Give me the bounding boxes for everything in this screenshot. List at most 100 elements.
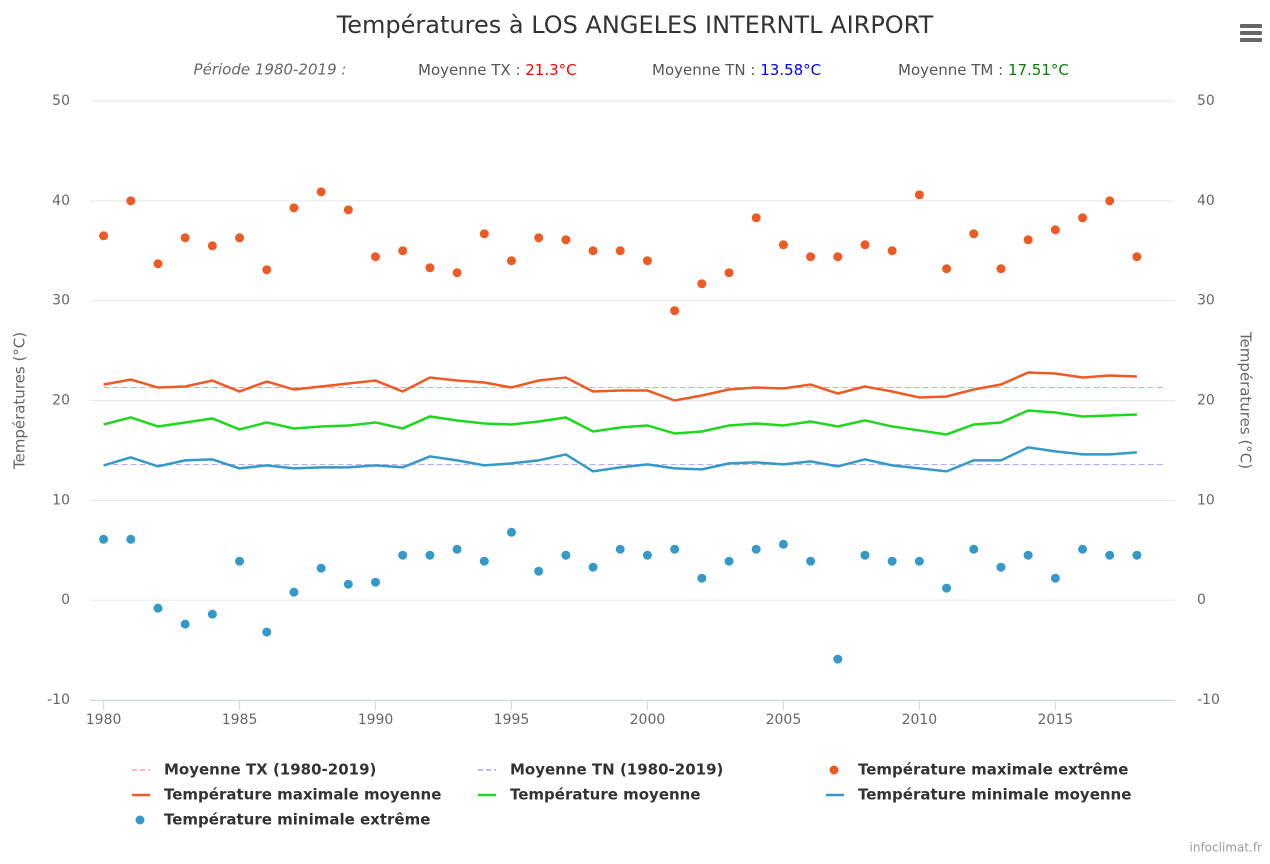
x-tick-label: 1995	[494, 712, 530, 728]
x-tick-label: 2005	[766, 712, 802, 728]
scatter-point	[724, 268, 734, 278]
series-line	[103, 409, 1137, 436]
mean-label: Moyenne TN :	[652, 61, 760, 79]
y-tick-label: 0	[61, 592, 70, 608]
scatter-point	[642, 550, 652, 560]
mean-value: 13.58°C	[760, 61, 821, 79]
mean-value: 17.51°C	[1008, 61, 1069, 79]
scatter-point	[996, 562, 1006, 572]
scatter-point	[371, 252, 381, 262]
y2-tick-label: 50	[1197, 93, 1215, 109]
scatter-point	[670, 306, 680, 316]
legend-label: Température minimale extrême	[164, 811, 430, 829]
scatter-point	[235, 233, 245, 243]
scatter-point	[425, 550, 435, 560]
scatter-point	[207, 241, 217, 251]
scatter-point	[806, 556, 816, 566]
scatter-point	[398, 550, 408, 560]
legend-label: Moyenne TX (1980-2019)	[164, 761, 376, 779]
legend-item[interactable]: Température minimale extrême	[135, 811, 431, 829]
scatter-point	[506, 256, 516, 266]
scatter-point	[1050, 573, 1060, 583]
scatter-point	[343, 579, 353, 589]
scatter-point	[99, 231, 109, 241]
y-tick-label: 50	[52, 93, 70, 109]
menu-button[interactable]	[1240, 24, 1262, 42]
scatter-point	[1023, 235, 1033, 245]
scatter-point	[697, 279, 707, 289]
scatter-point	[452, 268, 462, 278]
scatter-point	[1078, 544, 1088, 554]
x-tick-label: 2010	[902, 712, 938, 728]
legend-item[interactable]: Température maximale extrême	[829, 761, 1129, 779]
scatter-point	[860, 550, 870, 560]
legend-label: Moyenne TN (1980-2019)	[510, 761, 723, 779]
scatter-point	[262, 265, 272, 275]
y2-tick-label: -10	[1197, 692, 1220, 708]
scatter-point	[425, 263, 435, 273]
y2-tick-label: 10	[1197, 492, 1215, 508]
y2-tick-label: 20	[1197, 393, 1215, 409]
mean-value: 21.3°C	[525, 61, 576, 79]
scatter-point	[534, 233, 544, 243]
scatter-point	[126, 196, 136, 206]
menu-bar	[1240, 24, 1262, 28]
series-line	[103, 371, 1137, 402]
scatter-point	[262, 627, 272, 637]
scatter-point	[642, 256, 652, 266]
scatter-point	[534, 566, 544, 576]
period: Période 1980-2019 :	[194, 61, 347, 79]
scatter-point	[153, 603, 163, 613]
scatter-point	[1132, 252, 1142, 262]
scatter-point	[996, 264, 1006, 274]
scatter-point	[778, 240, 788, 250]
scatter-point	[887, 556, 897, 566]
scatter-point	[1050, 225, 1060, 235]
scatter-point	[316, 563, 326, 573]
y-tick-label: 30	[52, 293, 70, 309]
scatter-point	[860, 240, 870, 250]
scatter-point	[207, 609, 217, 619]
y-tick-label: 20	[52, 393, 70, 409]
mean-summary: Moyenne TN : 13.58°C	[652, 61, 821, 79]
x-tick-label: 2015	[1038, 712, 1074, 728]
x-tick-label: 1980	[86, 712, 122, 728]
x-tick-label: 1985	[222, 712, 258, 728]
scatter-point	[153, 259, 163, 269]
scatter-point	[615, 246, 625, 256]
scatter-point	[833, 252, 843, 262]
scatter-point	[371, 577, 381, 587]
legend-item[interactable]: Température maximale moyenne	[132, 786, 441, 804]
scatter-point	[615, 544, 625, 554]
scatter-point	[751, 213, 761, 223]
scatter-point	[806, 252, 816, 262]
scatter-point	[670, 544, 680, 554]
scatter-point	[289, 587, 299, 597]
legend-symbol	[829, 765, 839, 775]
scatter-point	[887, 246, 897, 256]
y2-axis-title: Températures (°C)	[1237, 331, 1255, 469]
legend-label: Température maximale extrême	[858, 761, 1128, 779]
scatter-point	[1105, 196, 1115, 206]
scatter-point	[942, 264, 952, 274]
y2-tick-label: 30	[1197, 293, 1215, 309]
scatter-point	[235, 556, 245, 566]
scatter-point	[588, 562, 598, 572]
y2-tick-label: 40	[1197, 193, 1215, 209]
scatter-point	[833, 654, 843, 664]
scatter-point	[914, 190, 924, 200]
scatter-point	[1105, 550, 1115, 560]
y2-tick-label: 0	[1197, 592, 1206, 608]
chart-title: Températures à LOS ANGELES INTERNTL AIRP…	[336, 11, 934, 39]
scatter-point	[1132, 550, 1142, 560]
legend-label: Température maximale moyenne	[164, 786, 441, 804]
mean-label: Moyenne TX :	[418, 61, 525, 79]
scatter-point	[126, 534, 136, 544]
legend-item[interactable]: Température minimale moyenne	[826, 786, 1131, 804]
legend-item[interactable]: Moyenne TN (1980-2019)	[478, 761, 723, 779]
legend-item[interactable]: Température moyenne	[478, 786, 701, 804]
credit: infoclimat.fr	[1190, 841, 1263, 855]
legend-item[interactable]: Moyenne TX (1980-2019)	[132, 761, 376, 779]
scatter-point	[343, 205, 353, 215]
